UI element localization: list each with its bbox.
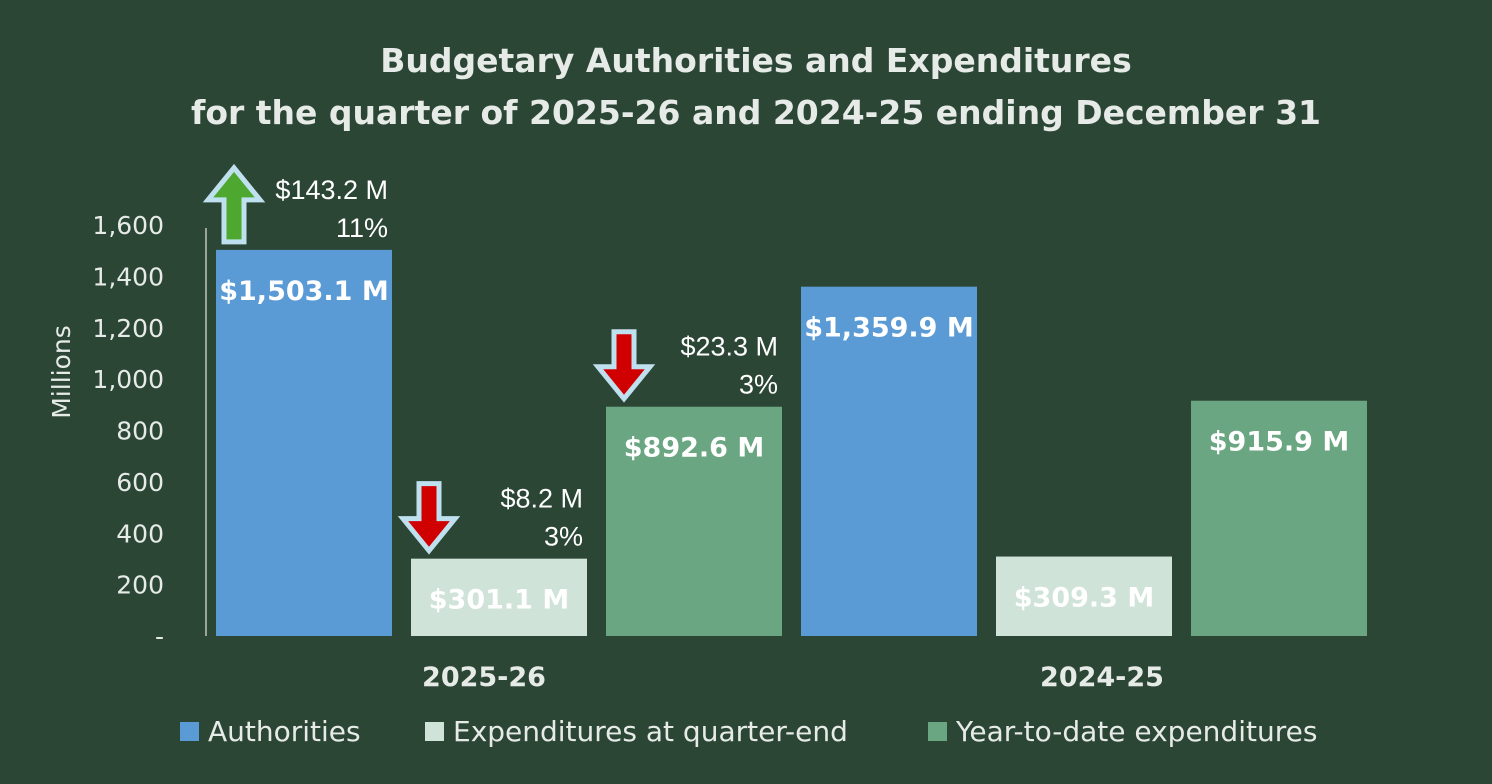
legend-swatch	[180, 722, 199, 741]
arrow-down-icon	[397, 481, 461, 555]
bar-authorities-2025-26	[216, 249, 392, 637]
legend-label: Expenditures at quarter-end	[453, 715, 848, 748]
legend-swatch	[425, 722, 444, 741]
legend-label: Year-to-date expenditures	[955, 715, 1317, 748]
arrow-down-icon	[592, 329, 656, 403]
y-tick-label: 1,200	[92, 314, 164, 343]
y-tick-label: 1,600	[92, 211, 164, 240]
bar-expenditures-at-quarter-end-2024-25	[996, 556, 1172, 636]
y-tick-label: 400	[116, 519, 164, 548]
chart-subtitle: for the quarter of 2025-26 and 2024-25 e…	[191, 93, 1321, 132]
change-percent-label: 3%	[544, 522, 583, 552]
bar-data-label: $1,359.9 M	[804, 313, 974, 344]
bar-data-label: $915.9 M	[1209, 427, 1349, 458]
y-tick-label: 200	[116, 571, 164, 600]
category-label-2024-25: 2024-25	[1040, 662, 1164, 693]
y-tick-label: 600	[116, 468, 164, 497]
bar-data-label: $309.3 M	[1014, 583, 1154, 614]
y-tick-label: 1,000	[92, 365, 164, 394]
legend-label: Authorities	[208, 715, 361, 748]
y-tick-label: 1,400	[92, 262, 164, 291]
y-tick-label: 800	[116, 417, 164, 446]
change-amount-label: $143.2 M	[275, 175, 388, 205]
change-percent-label: 3%	[739, 370, 778, 400]
bar-authorities-2024-25	[801, 286, 977, 636]
bar-expenditures-at-quarter-end-2025-26	[411, 558, 587, 636]
category-label-2025-26: 2025-26	[422, 662, 546, 693]
arrow-up-icon	[202, 163, 266, 245]
y-tick-label: -	[155, 622, 164, 651]
change-amount-label: $8.2 M	[500, 484, 583, 514]
bar-data-label: $1,503.1 M	[219, 276, 389, 307]
bar-year-to-date-expenditures-2025-26	[606, 406, 782, 636]
chart-title: Budgetary Authorities and Expenditures	[380, 41, 1131, 80]
bar-data-label: $892.6 M	[624, 433, 764, 464]
bar-year-to-date-expenditures-2024-25	[1191, 400, 1367, 636]
legend-swatch	[928, 722, 947, 741]
change-percent-label: 11%	[336, 213, 388, 243]
bar-data-label: $301.1 M	[429, 585, 569, 616]
change-amount-label: $23.3 M	[680, 332, 778, 362]
y-axis-label: Millions	[47, 325, 76, 419]
